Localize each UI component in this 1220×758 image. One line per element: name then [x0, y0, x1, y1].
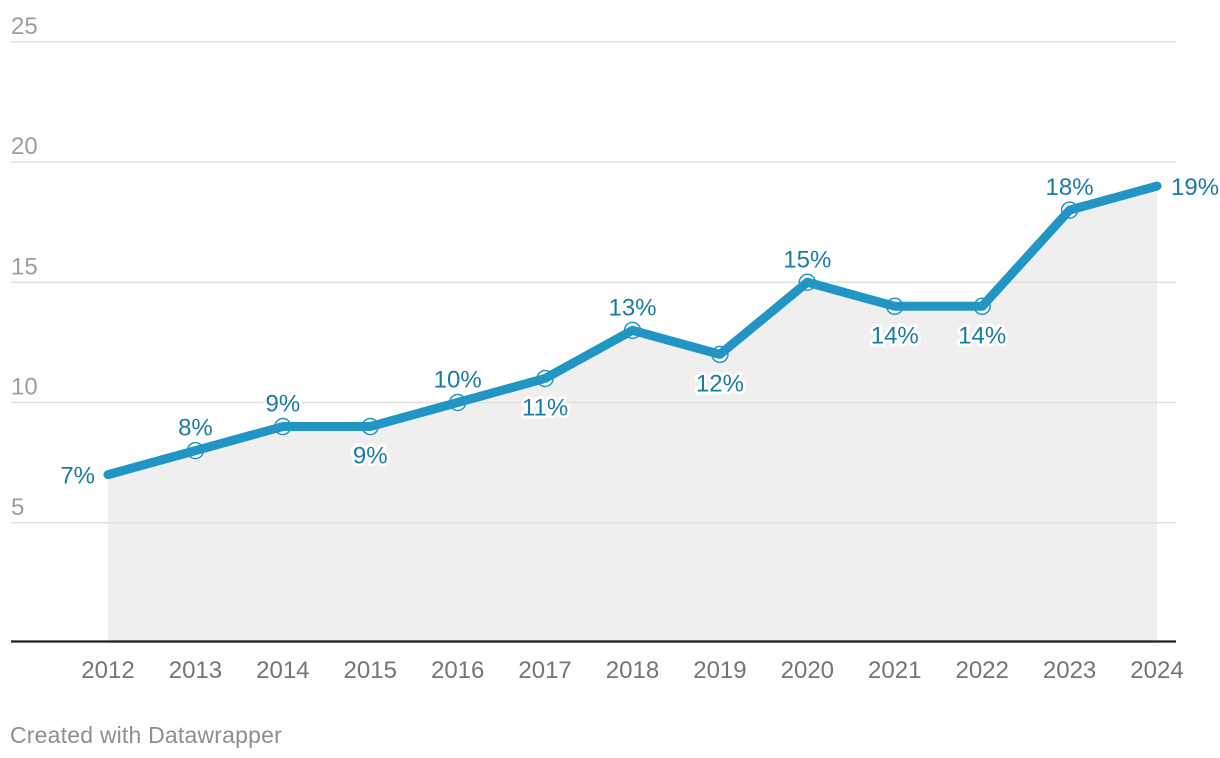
y-tick-label: 5	[11, 494, 24, 521]
x-tick-label: 2016	[431, 657, 484, 684]
y-tick-label: 10	[11, 374, 38, 401]
datawrapper-credit: Created with Datawrapper	[10, 722, 282, 748]
x-tick-label: 2021	[868, 657, 921, 684]
x-tick-label: 2020	[781, 657, 834, 684]
data-point-label: 10%	[434, 367, 482, 394]
x-tick-label: 2013	[169, 657, 222, 684]
data-point-label: 15%	[783, 246, 831, 273]
x-tick-label: 2014	[256, 657, 309, 684]
x-tick-label: 2023	[1043, 657, 1096, 684]
area-fill	[108, 186, 1157, 644]
x-tick-label: 2022	[955, 657, 1008, 684]
data-point-label: 18%	[1046, 174, 1094, 201]
data-point-label: 13%	[608, 294, 656, 321]
data-point-label: 9%	[353, 443, 388, 470]
y-tick-label: 15	[11, 253, 38, 280]
data-point-label: 12%	[696, 370, 744, 397]
data-point-label: 9%	[265, 391, 300, 418]
y-tick-label: 20	[11, 133, 38, 160]
x-tick-label: 2018	[606, 657, 659, 684]
x-tick-label: 2017	[518, 657, 571, 684]
data-point-label: 8%	[178, 415, 213, 442]
data-point-label: 7%	[60, 463, 95, 490]
data-point-label: 19%	[1171, 174, 1219, 201]
data-point-label: 14%	[958, 322, 1006, 349]
y-tick-label: 25	[11, 13, 38, 40]
x-tick-label: 2019	[693, 657, 746, 684]
data-line	[103, 181, 1162, 480]
data-point-label: 11%	[522, 394, 568, 421]
data-point-label: 14%	[871, 322, 919, 349]
x-tick-label: 2024	[1130, 657, 1183, 684]
x-tick-label: 2012	[81, 657, 134, 684]
x-tick-label: 2015	[344, 657, 397, 684]
